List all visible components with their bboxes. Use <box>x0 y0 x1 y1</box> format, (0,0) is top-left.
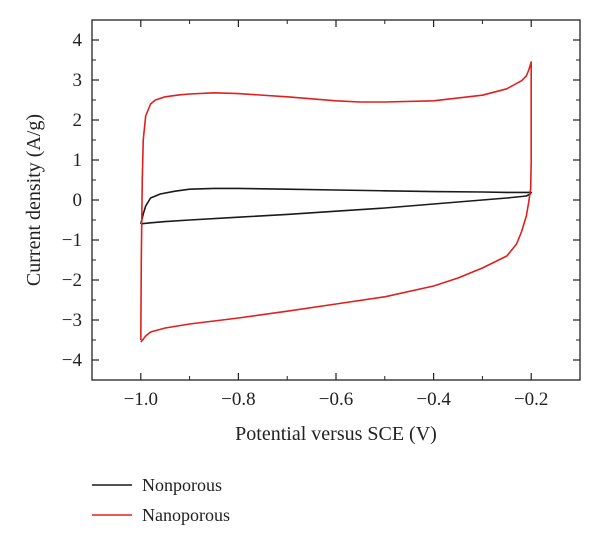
legend-label-nanoporous: Nanoporous <box>142 505 230 525</box>
y-tick-label: 4 <box>73 30 83 51</box>
series-line-nonporous <box>140 187 533 225</box>
legend: Nonporous Nanoporous <box>92 475 230 525</box>
plot-area <box>91 19 581 381</box>
series-lines <box>140 61 533 343</box>
x-tick-label: −0.4 <box>416 389 451 410</box>
y-tick-label: 0 <box>73 190 83 211</box>
x-tick-label: −0.6 <box>319 389 353 410</box>
x-axis-title: Potential versus SCE (V) <box>235 423 437 445</box>
y-tick-label: 3 <box>73 70 83 91</box>
y-tick-label: −4 <box>62 350 83 371</box>
y-tick-label: −2 <box>62 270 82 291</box>
y-tick-label: −1 <box>62 230 82 251</box>
series-line-nanoporous <box>140 61 533 343</box>
y-tick-label: 1 <box>73 150 83 171</box>
y-axis-title: Current density (A/g) <box>23 114 45 286</box>
y-tick-label: −3 <box>62 310 82 331</box>
axis-ticks: −1.0 −0.8 −0.6 −0.4 −0.2 4 3 2 1 0 −1 −2 −3 −4 <box>62 19 581 410</box>
x-tick-label: −0.8 <box>221 389 255 410</box>
legend-label-nonporous: Nonporous <box>142 475 222 495</box>
x-tick-label: −1.0 <box>124 389 158 410</box>
plot-frame <box>91 19 581 381</box>
x-tick-label: −0.2 <box>514 389 548 410</box>
y-tick-label: 2 <box>73 110 83 131</box>
